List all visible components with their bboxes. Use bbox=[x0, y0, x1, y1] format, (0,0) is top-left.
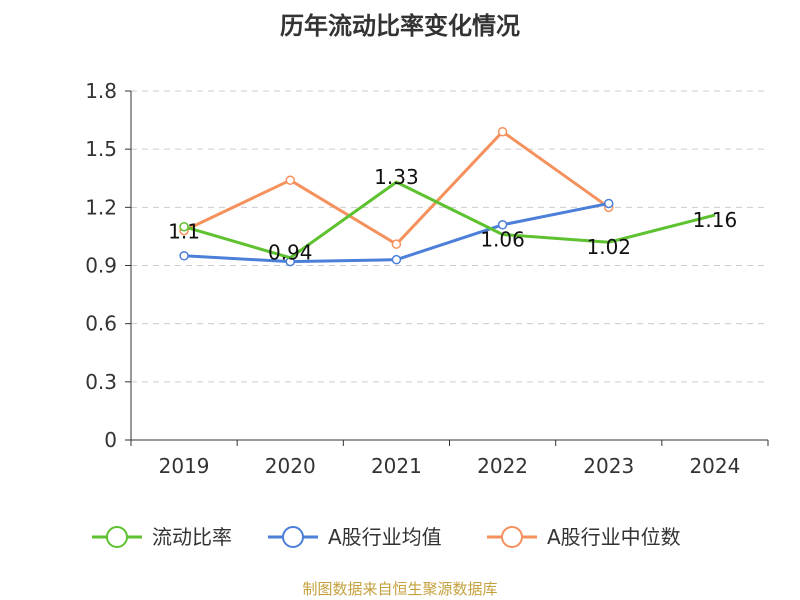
data-labels: 1.1 0.94 1.33 1.06 1.02 1.16 bbox=[168, 165, 737, 265]
series-line bbox=[183, 180, 716, 260]
grid-lines bbox=[131, 90, 768, 383]
legend-label: A股行业中位数 bbox=[547, 525, 681, 549]
legend-label: 流动比率 bbox=[152, 525, 232, 549]
data-label: 1.16 bbox=[693, 208, 738, 232]
series-line bbox=[184, 201, 610, 264]
data-point bbox=[391, 254, 402, 265]
x-tick-label: 2021 bbox=[371, 454, 422, 478]
data-point bbox=[285, 175, 295, 185]
x-tick-label: 2020 bbox=[265, 454, 316, 478]
data-label: 1.02 bbox=[586, 235, 631, 259]
x-tick-label: 2024 bbox=[689, 454, 740, 478]
legend-circle-icon bbox=[106, 526, 128, 548]
data-source-note: 制图数据来自恒生聚源数据库 bbox=[302, 580, 498, 598]
y-tick-label: 1.2 bbox=[85, 195, 117, 219]
y-tick-label: 0.3 bbox=[85, 370, 117, 394]
axes: 0 0.3 0.6 0.9 1.2 1.5 1.8 2019 2020 2021 2022 2023 2… bbox=[85, 79, 769, 478]
y-tick-label: 1.8 bbox=[85, 79, 117, 103]
y-tick-label: 0.9 bbox=[85, 254, 117, 278]
legend-circle-icon bbox=[501, 526, 523, 548]
legend[interactable]: 流动比率 A股行业均值 A股行业中位数 bbox=[92, 525, 681, 549]
data-point bbox=[497, 220, 508, 230]
data-label: 1.33 bbox=[374, 165, 419, 189]
legend-circle-icon bbox=[282, 526, 304, 548]
y-tick-label: 1.5 bbox=[85, 137, 117, 161]
y-tick-label: 0.6 bbox=[85, 312, 117, 336]
legend-item[interactable]: 流动比率 bbox=[92, 525, 232, 549]
x-tick-label: 2022 bbox=[477, 454, 528, 478]
data-point bbox=[179, 251, 189, 261]
data-label: 1.06 bbox=[480, 227, 525, 251]
data-point bbox=[604, 198, 614, 209]
chart-title: 历年流动比率变化情况 bbox=[280, 12, 520, 40]
x-tick-label: 2023 bbox=[583, 454, 634, 478]
legend-label: A股行业均值 bbox=[328, 525, 442, 549]
data-label: 0.94 bbox=[268, 241, 313, 265]
series-lines bbox=[179, 126, 716, 267]
data-point bbox=[179, 221, 189, 232]
data-point bbox=[391, 239, 402, 249]
legend-item[interactable]: A股行业中位数 bbox=[487, 525, 681, 549]
x-tick-label: 2019 bbox=[159, 454, 210, 478]
data-point bbox=[497, 126, 508, 137]
legend-item[interactable]: A股行业均值 bbox=[268, 525, 442, 549]
y-tick-label: 0 bbox=[104, 428, 117, 452]
data-label: 1.1 bbox=[168, 220, 200, 244]
